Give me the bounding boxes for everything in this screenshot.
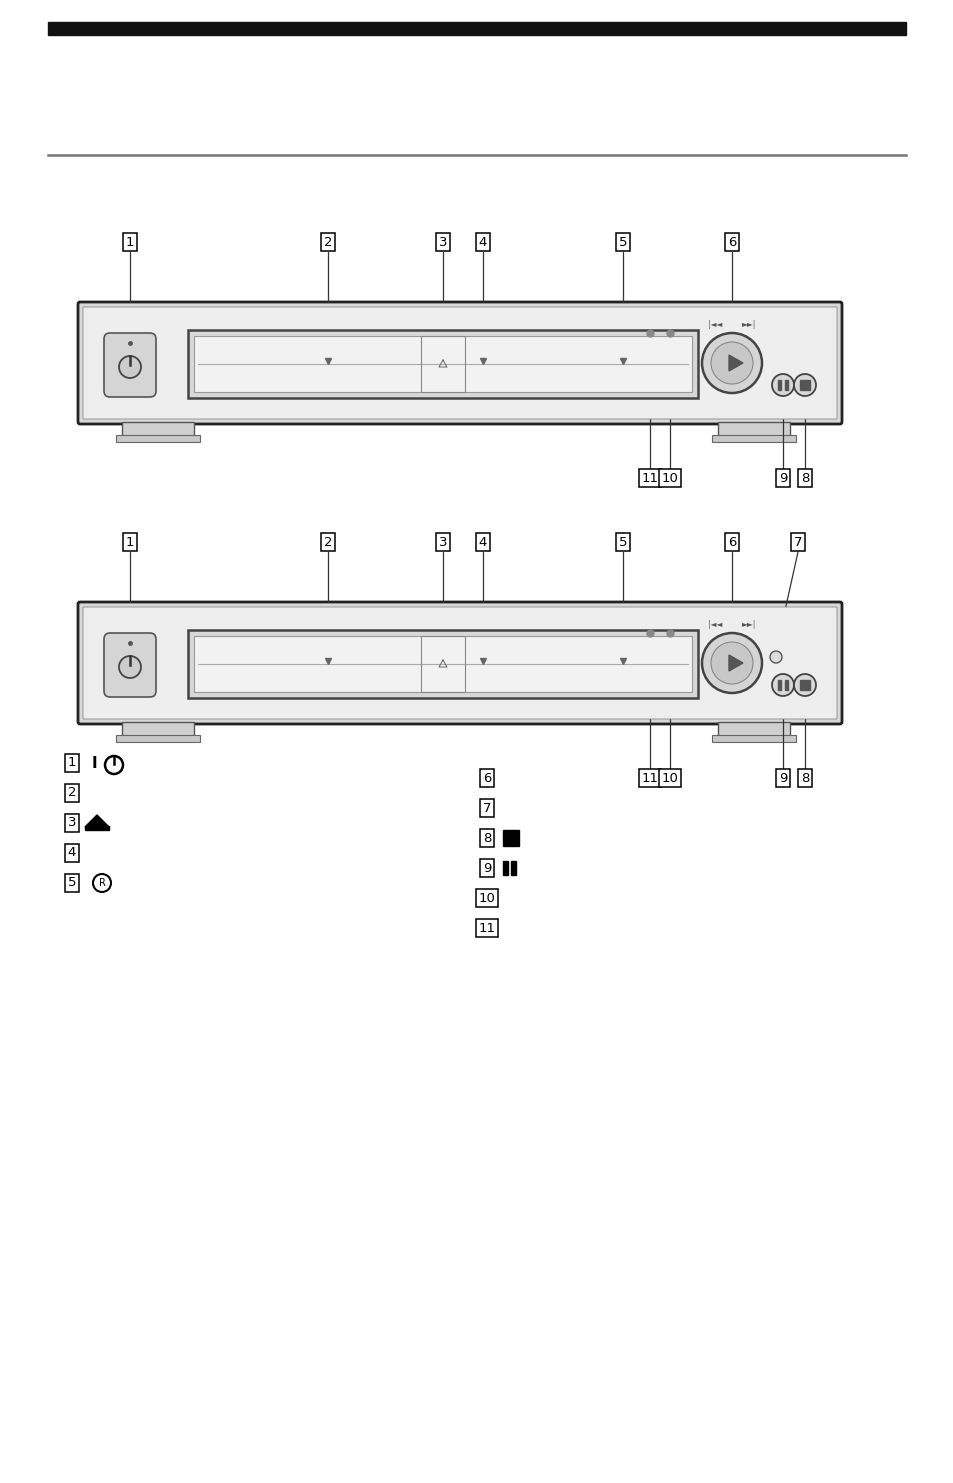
Text: 6: 6 xyxy=(727,236,736,249)
Text: 1: 1 xyxy=(126,535,134,549)
Text: 9: 9 xyxy=(778,771,786,785)
Text: ►►|: ►►| xyxy=(741,620,756,629)
Circle shape xyxy=(710,642,752,684)
Text: 10: 10 xyxy=(660,771,678,785)
Bar xyxy=(193,337,691,392)
Circle shape xyxy=(771,374,793,396)
Text: |◄◄: |◄◄ xyxy=(707,320,721,329)
Bar xyxy=(116,435,200,442)
Polygon shape xyxy=(728,354,742,371)
Text: 8: 8 xyxy=(482,832,491,844)
Text: 10: 10 xyxy=(478,891,495,905)
Bar xyxy=(511,862,516,875)
Circle shape xyxy=(710,343,752,384)
Bar xyxy=(778,380,781,390)
Text: 8: 8 xyxy=(800,771,808,785)
Text: |◄◄: |◄◄ xyxy=(707,620,721,629)
Polygon shape xyxy=(728,655,742,670)
Text: 6: 6 xyxy=(727,535,736,549)
Bar xyxy=(122,423,193,436)
Text: 3: 3 xyxy=(438,236,447,249)
Bar xyxy=(778,681,781,690)
Bar xyxy=(188,331,698,397)
Text: 7: 7 xyxy=(482,801,491,814)
Bar xyxy=(420,636,464,693)
Text: 10: 10 xyxy=(660,472,678,485)
FancyBboxPatch shape xyxy=(83,607,836,719)
Text: 1: 1 xyxy=(68,756,76,770)
Text: 4: 4 xyxy=(68,847,76,860)
Circle shape xyxy=(769,651,781,663)
Bar xyxy=(502,862,507,875)
Bar xyxy=(116,736,200,742)
Circle shape xyxy=(701,633,761,693)
Text: 3: 3 xyxy=(68,817,76,829)
Text: 8: 8 xyxy=(800,472,808,485)
Circle shape xyxy=(105,756,123,774)
Bar xyxy=(502,830,518,845)
Text: I: I xyxy=(91,755,96,771)
Polygon shape xyxy=(85,816,109,828)
Text: 2: 2 xyxy=(68,786,76,799)
Circle shape xyxy=(771,673,793,696)
FancyBboxPatch shape xyxy=(78,303,841,424)
Text: 4: 4 xyxy=(478,535,487,549)
Bar xyxy=(800,380,809,390)
Bar xyxy=(784,380,787,390)
Bar xyxy=(718,722,789,736)
Text: 2: 2 xyxy=(323,236,332,249)
Bar xyxy=(122,722,193,736)
Bar xyxy=(85,826,109,830)
FancyBboxPatch shape xyxy=(83,307,836,420)
Text: 5: 5 xyxy=(68,876,76,890)
Circle shape xyxy=(793,374,815,396)
FancyBboxPatch shape xyxy=(104,334,156,397)
Circle shape xyxy=(119,655,141,678)
Text: 1: 1 xyxy=(126,236,134,249)
Bar xyxy=(188,630,698,698)
Text: 9: 9 xyxy=(778,472,786,485)
Bar xyxy=(193,636,691,693)
Circle shape xyxy=(92,873,111,891)
Text: 5: 5 xyxy=(618,236,626,249)
Text: 11: 11 xyxy=(478,921,495,934)
Bar xyxy=(718,423,789,436)
Bar xyxy=(711,736,795,742)
Bar xyxy=(711,435,795,442)
Bar xyxy=(48,22,905,36)
Text: 2: 2 xyxy=(323,535,332,549)
Text: ►►|: ►►| xyxy=(741,320,756,329)
Text: 3: 3 xyxy=(438,535,447,549)
Text: 11: 11 xyxy=(640,472,658,485)
Circle shape xyxy=(701,334,761,393)
Text: 7: 7 xyxy=(793,535,801,549)
Bar xyxy=(800,681,809,690)
Text: 9: 9 xyxy=(482,862,491,875)
Text: 4: 4 xyxy=(478,236,487,249)
Circle shape xyxy=(793,673,815,696)
Circle shape xyxy=(119,356,141,378)
Bar xyxy=(420,337,464,392)
FancyBboxPatch shape xyxy=(78,602,841,724)
Text: 5: 5 xyxy=(618,535,626,549)
Bar xyxy=(784,681,787,690)
Text: 6: 6 xyxy=(482,771,491,785)
Text: 11: 11 xyxy=(640,771,658,785)
Text: R: R xyxy=(98,878,106,888)
FancyBboxPatch shape xyxy=(104,633,156,697)
